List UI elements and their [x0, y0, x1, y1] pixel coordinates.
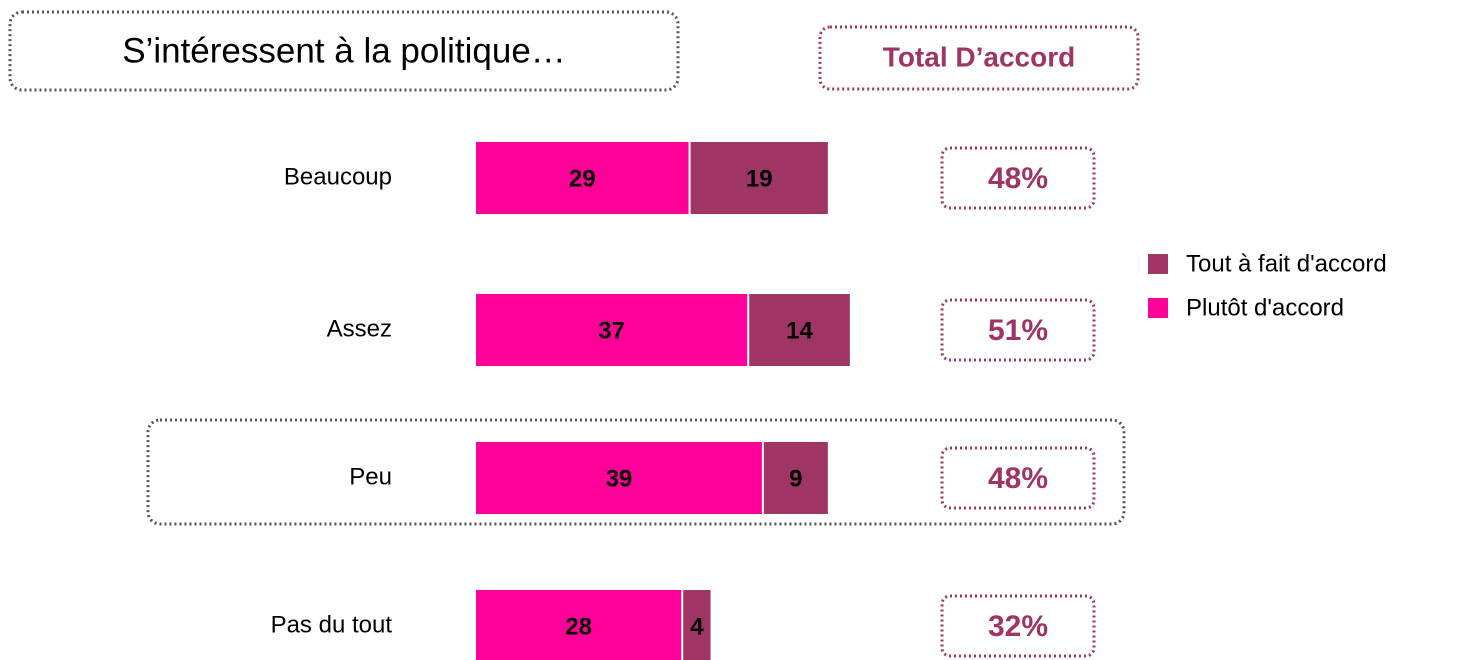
- legend-label: Plutôt d'accord: [1186, 294, 1344, 321]
- bar-segment: [683, 590, 711, 660]
- value-label: 29: [569, 165, 596, 192]
- value-label: 39: [606, 465, 633, 492]
- category-label: Assez: [327, 315, 392, 342]
- total-box: [940, 146, 1096, 210]
- bar-segment: [476, 142, 689, 214]
- category-label: Beaucoup: [284, 163, 392, 190]
- total-header-box: [818, 25, 1140, 91]
- total-box: [940, 446, 1096, 510]
- total-label: 48%: [988, 162, 1048, 195]
- bar-segment: [476, 294, 748, 366]
- total-header: Total D’accord: [883, 41, 1075, 72]
- chart-title: S’intéressent à la politique…: [122, 31, 566, 70]
- bar-segment: [749, 294, 850, 366]
- total-label: 48%: [988, 462, 1048, 495]
- category-label: Peu: [349, 463, 392, 490]
- total-label: 51%: [988, 314, 1048, 347]
- highlight-box: [146, 418, 1126, 526]
- bar-segment: [476, 590, 682, 660]
- bar-segment: [690, 142, 828, 214]
- value-label: 37: [598, 317, 625, 344]
- value-label: 14: [786, 317, 813, 344]
- legend-swatch: [1148, 298, 1168, 318]
- total-label: 32%: [988, 610, 1048, 643]
- total-box: [940, 594, 1096, 658]
- bar-segment: [763, 442, 828, 514]
- value-label: 28: [565, 613, 592, 640]
- category-label: Pas du tout: [271, 611, 393, 638]
- value-label: 9: [789, 465, 802, 492]
- total-box: [940, 298, 1096, 362]
- value-label: 4: [690, 613, 704, 640]
- title-box: [8, 10, 680, 92]
- legend-swatch: [1148, 254, 1168, 274]
- value-label: 19: [746, 165, 773, 192]
- bar-segment: [476, 442, 762, 514]
- legend-label: Tout à fait d'accord: [1186, 250, 1387, 277]
